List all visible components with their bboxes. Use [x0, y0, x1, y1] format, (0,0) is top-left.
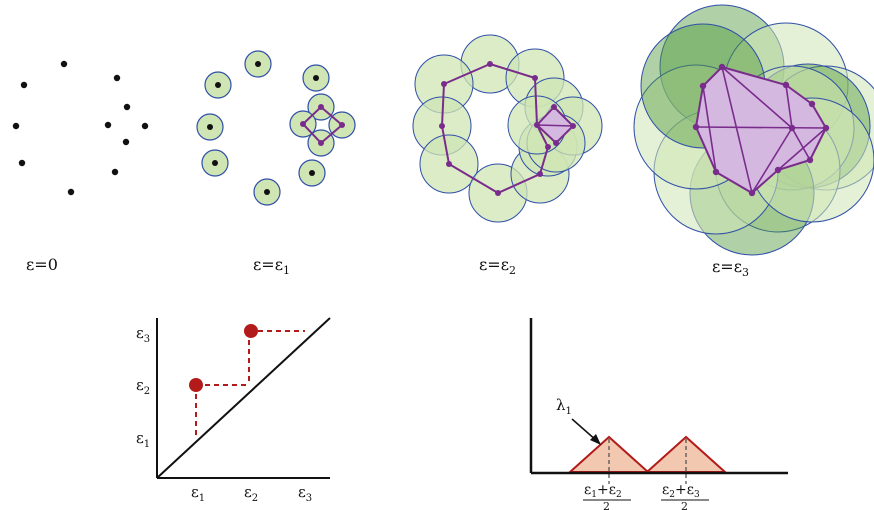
data-point: [215, 82, 221, 88]
caption-epsilon-1: ε=ε1: [253, 255, 290, 277]
data-point: [318, 140, 324, 146]
data-point: [537, 171, 543, 177]
data-point: [67, 188, 75, 196]
simplex-edge: [785, 84, 793, 129]
data-point: [495, 190, 501, 196]
data-point: [255, 61, 261, 67]
data-point: [207, 124, 213, 130]
data-point: [309, 170, 315, 176]
data-point: [339, 122, 345, 128]
caption-epsilon-0: ε=0: [26, 255, 58, 274]
pd-point: [244, 324, 258, 338]
simplex-edge: [695, 126, 827, 129]
data-point: [300, 121, 306, 127]
data-point: [441, 81, 447, 87]
peak-label-numerator: ε1+ε2: [584, 482, 622, 500]
data-point: [111, 168, 119, 176]
pd-x-tick-label: ε1: [191, 483, 205, 504]
peak-label-denominator: 2: [603, 500, 610, 510]
data-point: [313, 75, 319, 81]
persistence-landscape: λ1 ε1+ε2 2 ε2+ε3 2: [529, 318, 788, 510]
pd-point: [189, 378, 203, 392]
peak-label-numerator: ε2+ε3: [662, 482, 700, 500]
panel-epsilon-2: [412, 34, 603, 223]
data-point: [122, 138, 130, 146]
pd-y-tick-label: ε2: [136, 376, 150, 397]
peak-label-denominator: 2: [681, 500, 688, 510]
data-point: [104, 121, 112, 129]
lambda-label: λ1: [556, 396, 572, 417]
data-point: [318, 104, 324, 110]
panel-epsilon-1: [196, 50, 356, 206]
data-point: [822, 124, 830, 132]
caption-epsilon-2: ε=ε2: [479, 255, 516, 277]
data-point: [806, 156, 814, 164]
data-point: [439, 123, 445, 129]
lambda-arrow-head: [590, 434, 601, 445]
caption-epsilon-3: ε=ε3: [712, 257, 749, 279]
data-point: [699, 82, 707, 90]
data-point: [264, 189, 270, 195]
simplex-edge: [777, 127, 827, 171]
pd-y-tick-label: ε3: [136, 324, 150, 345]
data-point: [60, 60, 68, 68]
data-point: [692, 123, 700, 131]
data-point: [774, 166, 782, 174]
data-point: [113, 74, 121, 82]
data-point: [788, 124, 796, 132]
simplex-edge: [702, 85, 717, 173]
data-point: [551, 104, 557, 110]
data-point: [782, 81, 790, 89]
pd-y-tick-label: ε1: [136, 429, 150, 450]
data-point: [18, 159, 26, 167]
simplex-edge: [536, 124, 574, 127]
data-point: [532, 75, 538, 81]
panel-epsilon-0: [12, 60, 149, 196]
data-point: [808, 100, 816, 108]
simplex-edge: [721, 66, 753, 194]
data-point: [553, 140, 559, 146]
pd-diagonal: [156, 317, 331, 479]
data-point: [712, 168, 720, 176]
panel-epsilon-3: [633, 4, 874, 256]
data-point: [487, 61, 493, 67]
data-point: [141, 122, 149, 130]
data-point: [123, 103, 131, 111]
data-point: [534, 122, 540, 128]
persistence-diagram: ε3 ε2 ε1 ε1 ε2 ε3: [136, 317, 331, 504]
simplex-edge: [721, 66, 793, 129]
data-point: [212, 160, 218, 166]
data-point: [570, 123, 576, 129]
data-point: [20, 81, 28, 89]
data-point: [545, 144, 551, 150]
simplex-edge: [440, 63, 550, 195]
pd-x-tick-label: ε3: [298, 483, 312, 504]
data-point: [446, 161, 452, 167]
data-point: [718, 63, 726, 71]
data-point: [12, 122, 20, 130]
pd-x-tick-label: ε2: [244, 483, 258, 504]
simplex-edge: [791, 127, 811, 161]
data-point: [748, 189, 756, 197]
simplex-edge: [751, 127, 793, 194]
